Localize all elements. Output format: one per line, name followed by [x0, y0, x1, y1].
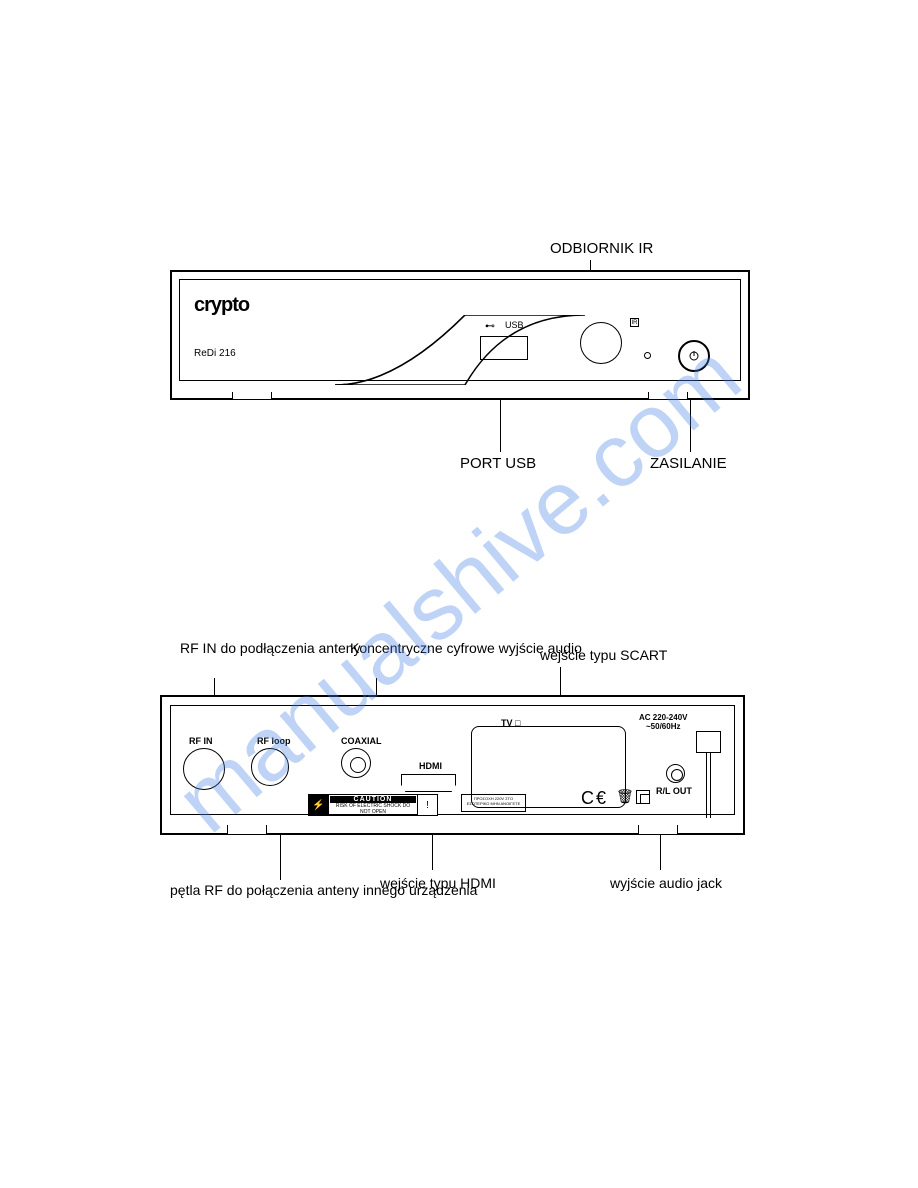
brand-logo: crypto — [194, 294, 249, 317]
label-scart: wejście typu SCART — [540, 647, 667, 663]
port-label-rlout: R/L OUT — [656, 786, 692, 796]
weee-icon: 🗑 — [616, 788, 634, 805]
chassis-foot — [648, 392, 688, 400]
chassis-foot — [227, 825, 267, 835]
label-rf-in: RF IN do podłączenia anteny — [180, 640, 361, 656]
chassis-foot — [232, 392, 272, 400]
usb-icon: ⊷ — [485, 321, 495, 332]
label-hdmi: wejście typu HDMI — [380, 875, 496, 891]
front-chassis: crypto ReDi 216 ⊷ USB IR — [170, 270, 750, 400]
rf-in-port — [183, 748, 225, 790]
shock-icon: ⚡ — [309, 795, 329, 815]
ir-indicator: IR — [630, 318, 639, 327]
coaxial-port — [341, 748, 371, 778]
label-ir-receiver: ODBIORNIK IR — [550, 240, 653, 257]
ce-mark: C€ — [581, 788, 608, 809]
rear-face: RF IN RF loop COAXIAL HDMI TV □ AC 220-2… — [170, 705, 735, 815]
ir-sensor — [580, 322, 622, 364]
port-label-ac: AC 220-240V ~50/60Hz — [639, 713, 687, 731]
usb-port-label: USB — [505, 320, 524, 330]
ac-power-plug — [696, 731, 721, 753]
warning-icon: ! — [417, 795, 437, 815]
swoosh-decoration — [335, 315, 585, 385]
label-audio-jack: wyjście audio jack — [610, 875, 722, 891]
label-power: ZASILANIE — [650, 455, 727, 472]
hdmi-port — [401, 774, 456, 792]
led-indicator — [644, 352, 651, 359]
front-face: crypto ReDi 216 ⊷ USB IR — [179, 279, 741, 381]
greek-warning: ΠΡΟΣΟΧΗ 220V ΣΤΟ ΕΣΩΤΕΡΙΚΟ ΜΗΝ ΑΝΟΙΓΕΤΕ — [461, 794, 526, 812]
port-label-hdmi: HDMI — [419, 761, 442, 771]
port-label-rfloop: RF loop — [257, 736, 291, 746]
power-button — [678, 340, 710, 372]
port-label-coaxial: COAXIAL — [341, 736, 382, 746]
model-text: ReDi 216 — [194, 348, 236, 359]
caution-text: CAUTION RISK OF ELECTRIC SHOCK DO NOT OP… — [329, 795, 417, 815]
port-label-rfin: RF IN — [189, 736, 213, 746]
chassis-foot — [638, 825, 678, 835]
front-panel-diagram: ODBIORNIK IR PORT USB ZASILANIE crypto R… — [170, 270, 750, 400]
rear-chassis: RF IN RF loop COAXIAL HDMI TV □ AC 220-2… — [160, 695, 745, 835]
caution-label: ⚡ CAUTION RISK OF ELECTRIC SHOCK DO NOT … — [308, 794, 438, 816]
label-usb-port: PORT USB — [460, 455, 536, 472]
rf-loop-port — [251, 748, 289, 786]
double-insulation-icon — [636, 790, 650, 804]
ac-power-cord — [706, 753, 711, 818]
audio-jack-port — [666, 764, 685, 783]
usb-port — [480, 336, 528, 360]
